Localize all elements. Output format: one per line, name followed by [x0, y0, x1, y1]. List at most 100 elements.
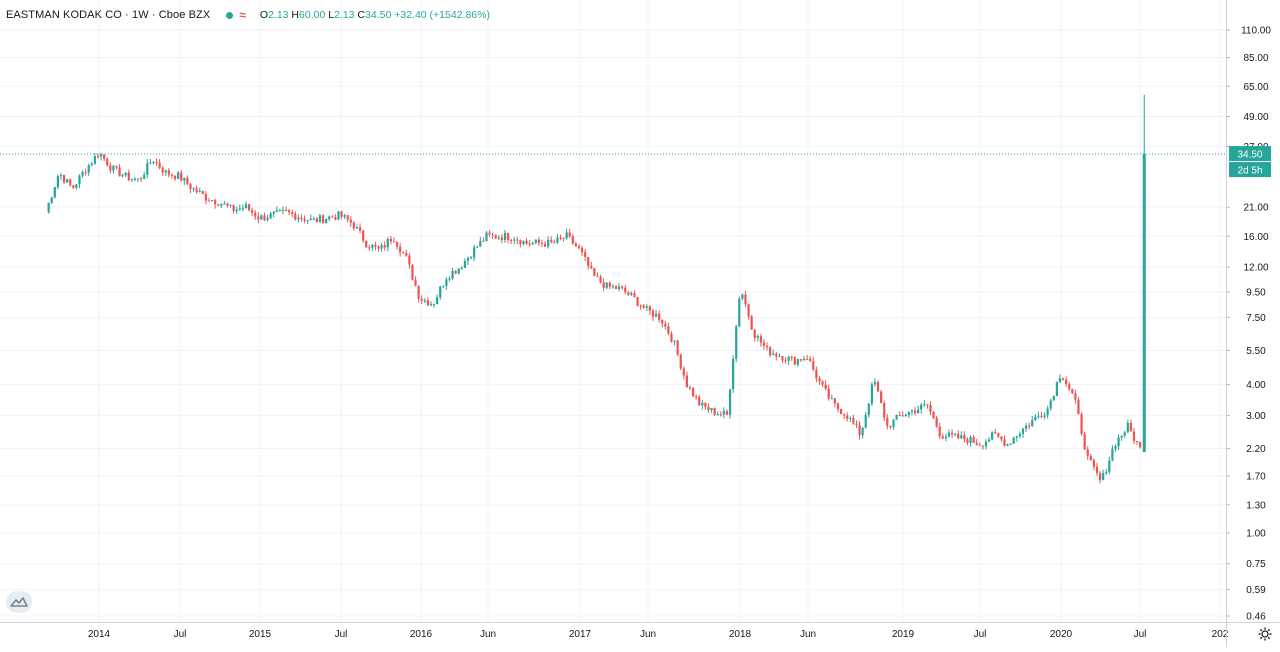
countdown-tag-box: [1229, 162, 1271, 178]
candle-body: [562, 237, 565, 239]
candle-body: [1129, 422, 1132, 432]
y-tick-label: 3.00: [1246, 411, 1266, 422]
candle-body: [136, 178, 140, 180]
tradingview-logo-icon[interactable]: [6, 591, 32, 613]
candle-body: [457, 268, 460, 274]
candle-body: [1077, 399, 1080, 415]
candle-body: [96, 156, 100, 158]
candle-body: [722, 411, 725, 415]
x-tick-label: Jun: [800, 629, 816, 640]
price-tag-value: 34.50: [1237, 150, 1262, 161]
candle-body: [701, 402, 704, 406]
candle-body: [759, 336, 762, 343]
candle-body: [1021, 428, 1025, 434]
candle-body: [183, 177, 186, 181]
candle-body: [115, 165, 118, 168]
candle-body: [870, 384, 873, 404]
x-tick-label: Jul: [1134, 629, 1147, 640]
candle-body: [93, 156, 96, 164]
candle-body: [325, 219, 328, 223]
candle-body: [1049, 400, 1052, 409]
candle-body: [849, 417, 852, 419]
candle-body: [1031, 420, 1034, 426]
candle-body: [78, 175, 81, 185]
candle-body: [519, 240, 522, 245]
candle-body: [806, 358, 809, 360]
candle-body: [624, 287, 627, 293]
y-tick-label: 0.75: [1246, 559, 1266, 570]
candle-body: [957, 433, 960, 439]
candle-body: [439, 286, 442, 298]
candle-body: [636, 296, 639, 306]
candle-body: [923, 404, 926, 406]
candle-body: [198, 191, 201, 193]
candle-body: [263, 215, 266, 221]
candle-body: [753, 329, 756, 338]
candle-body: [500, 237, 503, 240]
candle-body: [72, 185, 75, 188]
close-label: C: [357, 9, 366, 21]
y-tick-label: 7.50: [1246, 313, 1266, 324]
candle-body: [152, 162, 155, 164]
candle-body: [1123, 432, 1126, 436]
candle-body: [173, 175, 177, 179]
candle-body: [1052, 395, 1055, 401]
candle-body: [944, 436, 947, 439]
candle-body: [972, 437, 975, 443]
candle-body: [106, 158, 109, 166]
candle-body: [728, 389, 732, 415]
candle-body: [950, 432, 954, 435]
candle-body: [531, 242, 534, 245]
wave-icon[interactable]: ≈: [239, 8, 246, 22]
symbol-title[interactable]: EASTMAN KODAK CO · 1W · Cboe BZX: [6, 9, 211, 21]
candle-body: [790, 356, 793, 358]
candle-body: [1006, 444, 1009, 446]
candle-body: [210, 200, 214, 202]
candle-body: [275, 210, 278, 212]
grid-lines: [0, 0, 1226, 622]
candle-body: [476, 246, 479, 248]
candle-body: [362, 230, 365, 241]
candle-body: [873, 381, 877, 385]
gear-icon[interactable]: [1258, 627, 1272, 641]
candle-body: [294, 213, 297, 220]
candle-body: [534, 239, 537, 243]
x-tick-label: Jul: [335, 629, 348, 640]
candle-body: [1095, 466, 1099, 474]
candle-body: [127, 172, 130, 180]
candle-body: [383, 245, 386, 248]
candle-body: [1040, 415, 1043, 417]
candle-body: [556, 237, 559, 243]
candle-body: [192, 188, 195, 190]
candle-body: [167, 170, 170, 175]
chart-header: EASTMAN KODAK CO · 1W · Cboe BZX ≈ O2.13…: [6, 5, 490, 25]
high-label: H: [291, 9, 300, 21]
candle-body: [1092, 460, 1095, 467]
candle-body: [454, 271, 457, 274]
countdown-tag-value: 2d 5h: [1237, 166, 1262, 177]
candle-body: [272, 211, 275, 214]
candle-body: [140, 178, 143, 180]
candle-body: [460, 267, 463, 269]
candle-body: [62, 175, 66, 183]
candle-body: [738, 298, 741, 327]
candle-body: [1139, 441, 1142, 448]
x-tick-label: 2018: [729, 629, 752, 640]
candle-body: [186, 177, 189, 185]
candle-body: [143, 174, 146, 179]
candle-body: [448, 278, 451, 280]
candle-body: [331, 216, 334, 218]
candle-body: [365, 240, 368, 248]
candle-body: [1024, 425, 1028, 429]
candle-body: [685, 375, 688, 388]
candle-body: [1098, 473, 1102, 481]
candle-body: [987, 439, 991, 442]
candle-body: [621, 286, 624, 288]
candle-body: [312, 218, 315, 220]
low-value: 2.13: [334, 9, 355, 21]
candle-body: [1126, 422, 1129, 433]
candle-body: [580, 247, 584, 253]
candle-body: [574, 243, 577, 247]
